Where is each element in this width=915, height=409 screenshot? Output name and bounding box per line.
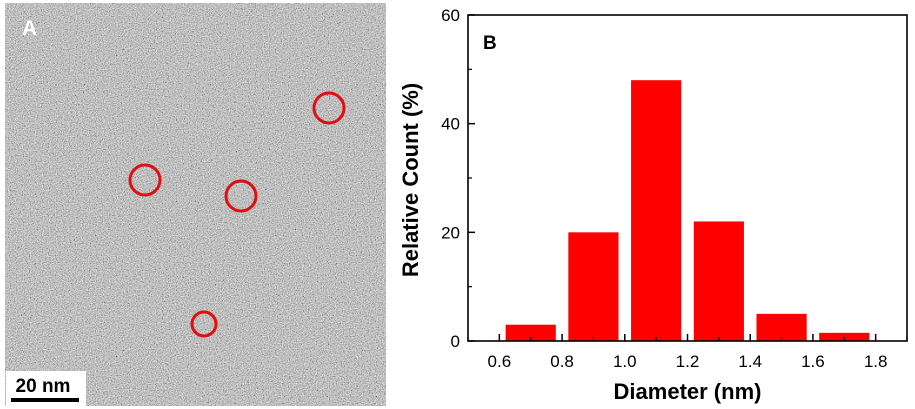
- histogram-bar: [505, 324, 556, 341]
- histogram-bar: [693, 221, 744, 341]
- particle-markers: [128, 91, 346, 338]
- scale-bar-label: 20 nm: [16, 376, 71, 397]
- y-axis-label: Relative Count (%): [398, 83, 423, 277]
- panel-b-label: B: [483, 33, 497, 54]
- particle-circle-4: [190, 310, 218, 338]
- x-tick-label: 0.6: [488, 352, 512, 371]
- tem-image-texture: [5, 3, 386, 406]
- x-tick-label: 0.8: [550, 352, 574, 371]
- histogram-bar: [631, 80, 682, 341]
- x-axis-ticks: 0.6 0.8 1.0 1.2 1.4 1.6 1.8: [467, 334, 908, 371]
- y-tick-label: 60: [441, 6, 460, 25]
- y-tick-label: 40: [441, 115, 460, 134]
- scale-bar: [11, 398, 79, 402]
- x-tick-label: 1.8: [864, 352, 888, 371]
- histogram-bar: [819, 332, 870, 341]
- histogram-bar: [756, 313, 807, 341]
- y-tick-label: 0: [451, 332, 460, 351]
- y-axis-ticks: 0 20 40 60: [441, 6, 475, 351]
- particle-circle-2: [128, 163, 162, 197]
- plot-frame: [467, 14, 908, 342]
- panel-a-label: A: [22, 17, 37, 40]
- x-tick-label: 1.2: [676, 352, 700, 371]
- y-tick-label: 20: [441, 223, 460, 242]
- x-tick-label: 1.0: [613, 352, 637, 371]
- x-tick-label: 1.6: [801, 352, 825, 371]
- histogram-bar: [568, 232, 619, 341]
- histogram-panel: 0 20 40 60 0.6 0.8 1.0 1.2 1.4 1.6 1.8 B Diameter…: [398, 6, 908, 404]
- tem-image-panel: A 20 nm: [5, 3, 386, 406]
- x-tick-label: 1.4: [738, 352, 762, 371]
- bar-series: [505, 80, 870, 341]
- particle-circle-1: [312, 91, 346, 125]
- x-axis-label: Diameter (nm): [614, 379, 762, 404]
- particle-circle-3: [224, 179, 258, 213]
